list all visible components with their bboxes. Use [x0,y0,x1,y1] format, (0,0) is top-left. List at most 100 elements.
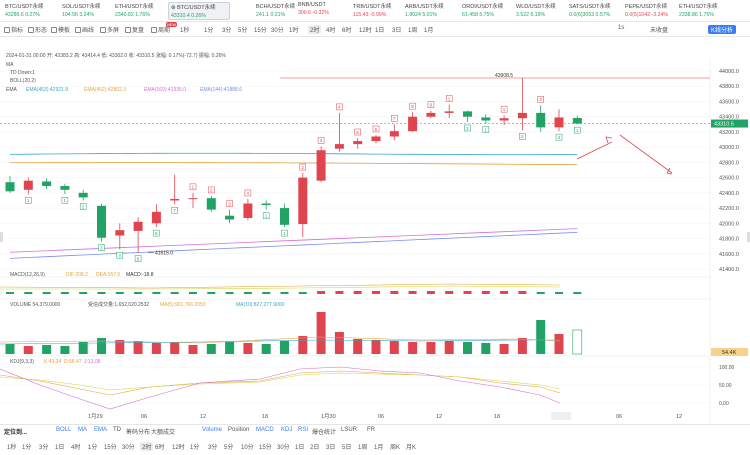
drawn-arrow[interactable] [576,141,613,160]
candle-body[interactable] [389,131,399,137]
indicator-toggle[interactable]: EMA [94,427,108,433]
ticker-tab[interactable]: PEPE/USDT永续 0.0(5)1042 -3.24% [623,2,675,20]
indicator-toggle[interactable]: 爆仓统计 [312,430,337,436]
ticker-tab[interactable]: BNB/USDT 300.6 -0.32% [296,2,349,20]
ticker-tab[interactable]: BCH/USDT永续 241.1 0.21% [254,2,295,20]
candle-body[interactable] [499,118,509,121]
toolbar-item[interactable]: 复盘 [125,25,144,34]
candle-body[interactable] [572,117,582,124]
interval-option[interactable]: 1秒 [7,445,17,451]
ticker-tab[interactable]: ARB/USDT永续 1.8024 5.01% [403,2,458,20]
candle-body[interactable] [353,141,363,145]
interval-option[interactable]: 3分 [208,445,218,451]
interval-option[interactable]: 15分 [259,445,272,451]
indicator-toggle[interactable]: Position [228,427,250,433]
interval-option[interactable]: 3分 [39,445,49,451]
toolbar-item[interactable]: 2时 [308,25,322,34]
indicator-toggle[interactable]: 大额成交 [151,430,176,436]
toolbar-item[interactable]: 15分 [254,25,267,34]
toolbar-item[interactable]: 周期 [151,25,170,34]
toolbar-item[interactable]: 1月 [424,25,433,34]
toolbar-item[interactable]: 30分 [271,25,284,34]
ticker-tab[interactable]: TRB/USDT永续 115.43 -0.99% [351,2,401,20]
toolbar-item[interactable]: 5分 [238,25,247,34]
interval-option[interactable]: 1分 [190,445,200,451]
toolbar-item[interactable]: 3日 [392,25,401,34]
interval-option[interactable]: 1日 [295,445,305,451]
ticker-tab[interactable]: ETH/USDT永续 2338.86 1.75% [677,2,742,20]
indicator-toggle[interactable]: BOLL [56,427,72,433]
candle-body[interactable] [517,112,527,119]
candle-body[interactable] [444,111,454,113]
interval-option[interactable]: 月K [406,445,417,451]
candle-body[interactable] [334,144,344,149]
candle-body[interactable] [316,150,326,181]
toolbar-item[interactable]: 1秒 [180,25,189,34]
candle-body[interactable] [60,185,70,190]
toolbar-item[interactable]: 形态 [28,25,47,34]
toolbar-item[interactable]: 1分 [204,25,213,34]
candle-body[interactable] [261,203,271,206]
ticker-tab[interactable]: SOL/USDT永续 104.56 3.24% [60,2,111,20]
indicator-toggle[interactable]: KDJ [281,427,293,433]
candle-body[interactable] [23,180,33,190]
candle-body[interactable] [206,198,216,210]
candle-body[interactable] [426,112,436,117]
toolbar-right-item[interactable]: 未收盘 [650,28,669,34]
interval-option[interactable]: 5日 [342,445,352,451]
toolbar-item[interactable]: 1日 [375,25,384,34]
candle-body[interactable] [408,116,418,132]
candle-body[interactable] [97,205,106,238]
interval-option[interactable]: 4时 [71,445,81,451]
interval-option[interactable]: 15分 [104,445,117,451]
interval-option[interactable]: 30分 [122,445,135,451]
candle-body[interactable] [225,215,235,220]
kline-analysis-button[interactable]: K线分析 [708,25,737,34]
interval-option[interactable]: 30分 [277,445,290,451]
interval-option[interactable]: 5分 [224,445,234,451]
candle-body[interactable] [536,112,546,128]
interval-option[interactable]: 1分 [22,445,32,451]
toolbar-item[interactable]: 1时 [289,25,298,34]
candle-body[interactable] [371,136,381,142]
toolbar-right-item[interactable]: 1s [618,25,625,31]
candle-body[interactable] [298,177,308,225]
toolbar-item[interactable]: 指标 [4,25,23,34]
toolbar-item[interactable]: 模板 [51,25,70,34]
candle-body[interactable] [78,192,88,198]
toolbar-item[interactable]: 6时 [342,25,351,34]
interval-option[interactable]: 2日 [310,445,320,451]
ticker-tab[interactable]: ETH/USDT永续 2340.82 1.76% [113,2,166,20]
candle-body[interactable] [188,198,198,200]
toolbar-item[interactable]: 12时 [359,25,372,34]
candle-body[interactable] [42,181,52,186]
interval-option[interactable]: 2时 [140,442,154,451]
indicator-toggle[interactable]: Volume [202,427,223,433]
candle-body[interactable] [554,117,564,128]
toolbar-item[interactable]: 1周 [408,25,417,34]
toolbar-item[interactable]: 画线 [75,25,94,34]
indicator-toggle[interactable]: LSUR [341,427,358,433]
indicator-toggle[interactable]: MACD [256,427,274,433]
drawn-arrow[interactable] [619,134,673,174]
indicator-toggle[interactable]: FR [367,427,375,433]
indicator-toggle[interactable]: 定位到... [4,430,28,436]
candle-body[interactable] [243,203,253,218]
candle-body[interactable] [170,198,180,201]
right-collapse-handle[interactable] [747,232,750,242]
toolbar-item[interactable]: 4时 [326,25,335,34]
candle-body[interactable] [5,182,15,192]
candle-body[interactable] [463,111,472,117]
candle-body[interactable] [151,211,161,224]
candle-body[interactable] [280,208,289,225]
toolbar-item[interactable]: 3分 [222,25,231,34]
ticker-tab[interactable]: ⊗ BTC/USDT永续 43310.4 0.26% [168,2,230,20]
candlestick-chart[interactable]: 44000.0 43800.0 43600.0 43400.0 43200.0 43000… [0,37,750,432]
indicator-toggle[interactable]: TD [113,427,121,433]
toolbar-item[interactable]: 多屏 [100,25,119,34]
interval-option[interactable]: 1周 [358,445,368,451]
candle-body[interactable] [115,230,125,236]
left-collapse-handle[interactable] [0,232,3,242]
candle-body[interactable] [481,117,491,121]
ticker-tab[interactable]: WLD/USDT永续 3.522 6.19% [514,2,565,20]
